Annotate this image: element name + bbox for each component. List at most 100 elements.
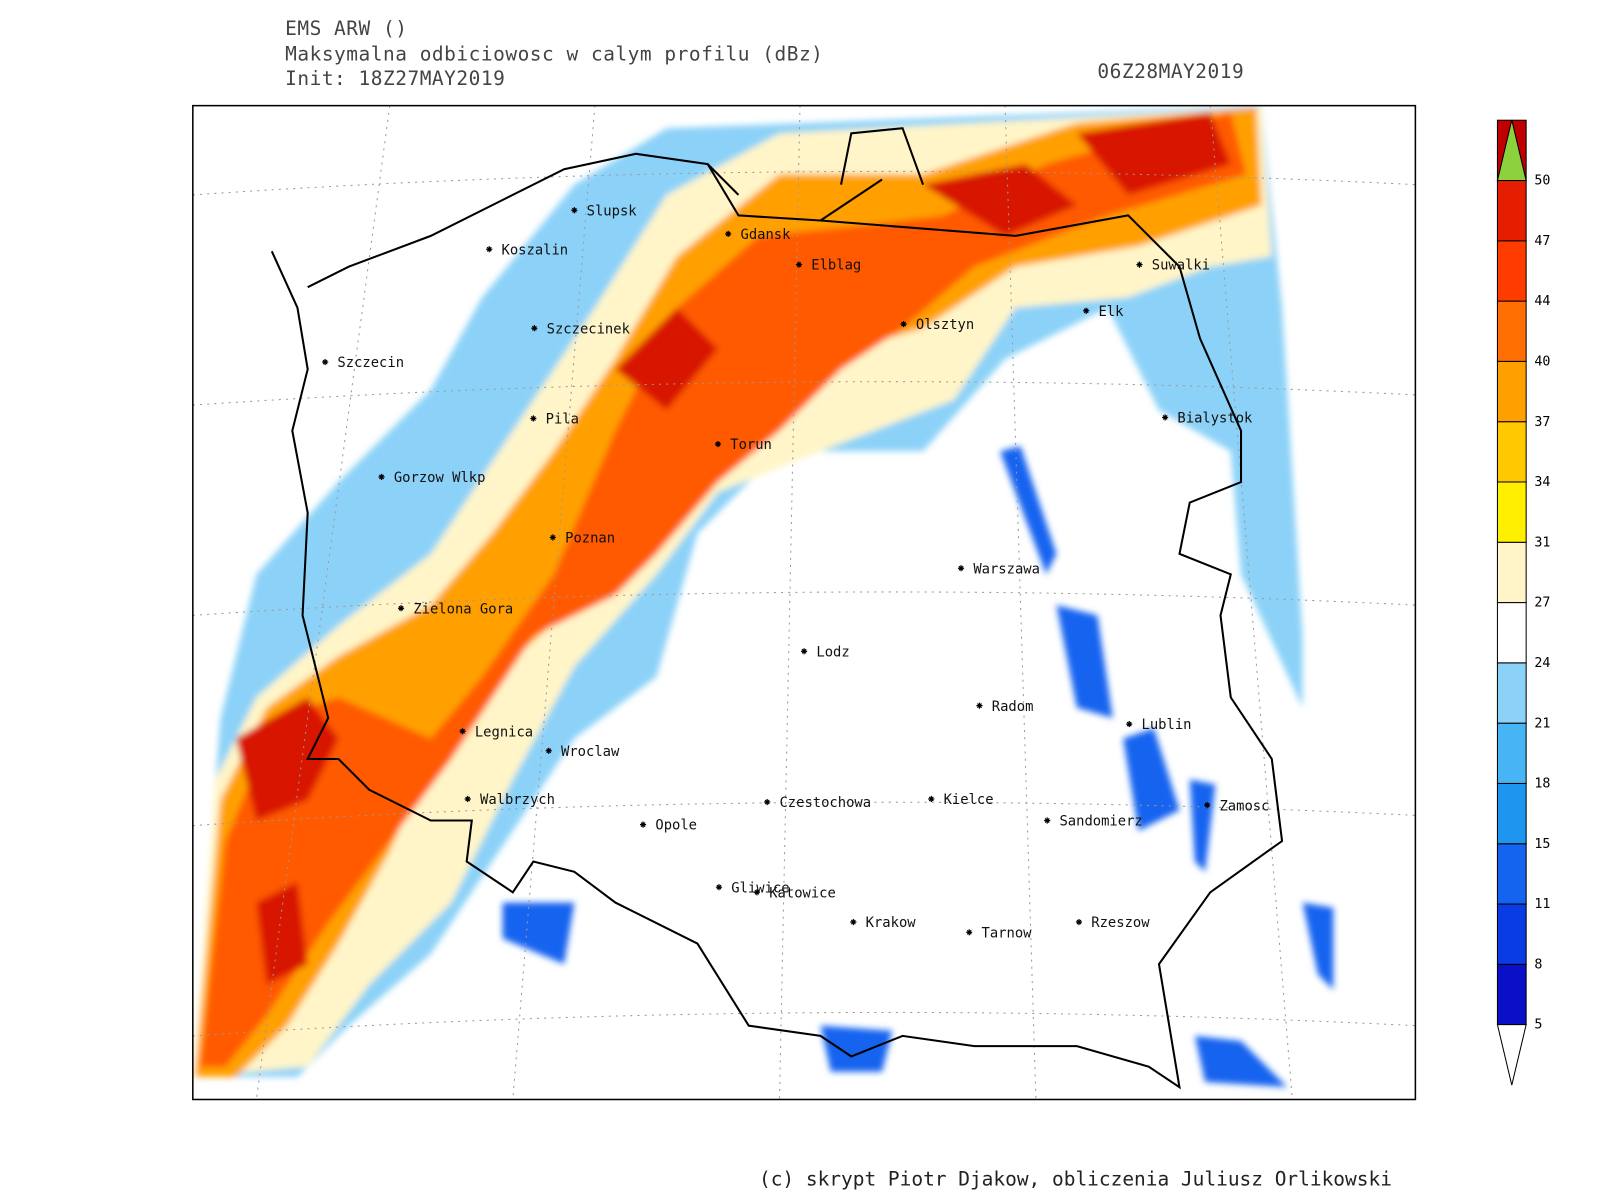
- graticule: [192, 105, 1416, 1100]
- city-label: Rzeszow: [1091, 915, 1150, 931]
- city-marker: [1083, 307, 1090, 314]
- city-marker: [725, 230, 732, 237]
- city-label: Lodz: [816, 644, 849, 660]
- colorbar-box: [1496, 360, 1527, 423]
- city-label: Katowice: [769, 885, 836, 901]
- colorbar-label: 50: [1534, 174, 1550, 189]
- colorbar-box: [1496, 240, 1527, 302]
- city-marker: [530, 415, 537, 422]
- city-label: Elk: [1098, 304, 1124, 320]
- colorbar-box: [1496, 782, 1527, 845]
- city-label: Tarnow: [982, 925, 1033, 941]
- colorbar-label: 27: [1534, 596, 1550, 611]
- colorbar-label: 24: [1534, 656, 1550, 671]
- colorbar-label: 21: [1534, 716, 1550, 731]
- colorbar-label: 40: [1534, 354, 1550, 369]
- init-time: Init: 18Z27MAY2019: [285, 67, 505, 90]
- credits: (c) skrypt Piotr Djakow, obliczenia Juli…: [759, 1168, 1392, 1191]
- colorbar-label: 5: [1534, 1018, 1542, 1033]
- colorbar-label: 11: [1534, 897, 1550, 912]
- colorbar-box: [1496, 180, 1527, 242]
- city-marker: [531, 325, 538, 332]
- city-marker: [715, 884, 723, 891]
- city-label: Wroclaw: [561, 744, 620, 760]
- city-label: Pila: [546, 412, 579, 428]
- city-marker: [549, 534, 556, 541]
- city-label: Szczecinek: [547, 321, 631, 337]
- city-label: Radom: [992, 699, 1034, 715]
- colorbar-label: 44: [1534, 294, 1550, 309]
- colorbar-box: [1496, 722, 1527, 784]
- borders: [270, 127, 1284, 1090]
- colorbar: 5 8 11 15 18 21 24 27 31 34 37 40 44 47 50: [1496, 119, 1550, 1086]
- city-label: Walbrzych: [480, 792, 555, 808]
- city-marker: [640, 821, 647, 828]
- city-marker: [850, 918, 857, 926]
- city-marker: [464, 795, 471, 803]
- colorbar-box: [1496, 300, 1527, 362]
- colorbar-box: [1496, 602, 1527, 664]
- city-label: Bialystok: [1177, 411, 1253, 427]
- city-marker: [957, 565, 965, 572]
- city-marker: [753, 889, 760, 896]
- city-label: Kielce: [944, 792, 994, 808]
- city-label: Suwalki: [1152, 258, 1210, 274]
- colorbar-over: [1496, 119, 1527, 182]
- city-marker: [378, 473, 385, 480]
- colorbar-box: [1496, 421, 1527, 483]
- colorbar-box: [1496, 541, 1527, 604]
- colorbar-box: [1496, 662, 1527, 724]
- city-label: Gorzow Wlkp: [394, 470, 486, 486]
- city-marker: [928, 795, 935, 803]
- colorbar-under: [1496, 1024, 1527, 1086]
- city-label: Czestochowa: [779, 795, 871, 811]
- city-label: Gliwice: [731, 880, 789, 896]
- city-marker: [1126, 721, 1133, 728]
- city-marker: [976, 702, 983, 709]
- city-marker: [801, 648, 808, 655]
- city-label: Koszalin: [502, 242, 569, 258]
- city-marker: [322, 358, 329, 366]
- city-label: Torun: [730, 437, 772, 453]
- colorbar-box: [1496, 903, 1527, 965]
- city-marker: [486, 246, 493, 253]
- colorbar-label: 18: [1534, 777, 1550, 792]
- city-label: Legnica: [475, 724, 533, 740]
- colorbar-label: 8: [1534, 957, 1542, 972]
- city-label: Zamosc: [1219, 798, 1269, 814]
- valid-time: 06Z28MAY2019: [1097, 60, 1244, 83]
- city-label: Krakow: [866, 915, 917, 931]
- city-marker: [459, 728, 466, 735]
- city-marker: [545, 747, 552, 754]
- city-label: Zielona Gora: [413, 601, 513, 617]
- city-marker: [1044, 817, 1051, 824]
- city-marker: [1136, 261, 1143, 268]
- city-marker: [1204, 802, 1211, 809]
- colorbar-label: 34: [1534, 475, 1550, 490]
- colorbar-label: 15: [1534, 837, 1550, 852]
- city-label: Warszawa: [973, 561, 1040, 577]
- city-label: Gdansk: [741, 227, 792, 243]
- colorbar-label: 47: [1534, 234, 1550, 249]
- colorbar-box: [1496, 843, 1527, 905]
- city-label: Sandomierz: [1059, 814, 1142, 830]
- city-label: Slupsk: [587, 203, 638, 219]
- colorbar-box: [1496, 963, 1527, 1026]
- map-area: Slupsk Koszalin Gdansk Elblag Suwalki Elk Olsz…: [192, 105, 1416, 1100]
- city-label: Lublin: [1142, 717, 1192, 733]
- model-name: EMS ARW (): [285, 17, 407, 40]
- map-title: Maksymalna odbiciowosc w calym profilu (…: [285, 43, 823, 66]
- city-marker: [714, 441, 722, 448]
- city-marker: [1075, 918, 1083, 926]
- colorbar-label: 31: [1534, 535, 1550, 550]
- city-label: Szczecin: [337, 355, 404, 371]
- city-marker: [571, 207, 578, 214]
- city-label: Olsztyn: [916, 317, 974, 333]
- city-marker: [795, 261, 803, 268]
- city-labels: Slupsk Koszalin Gdansk Elblag Suwalki Elk Olsz…: [322, 203, 1269, 941]
- city-marker: [900, 321, 907, 328]
- city-label: Elblag: [811, 258, 861, 274]
- city-label: Opole: [655, 818, 697, 834]
